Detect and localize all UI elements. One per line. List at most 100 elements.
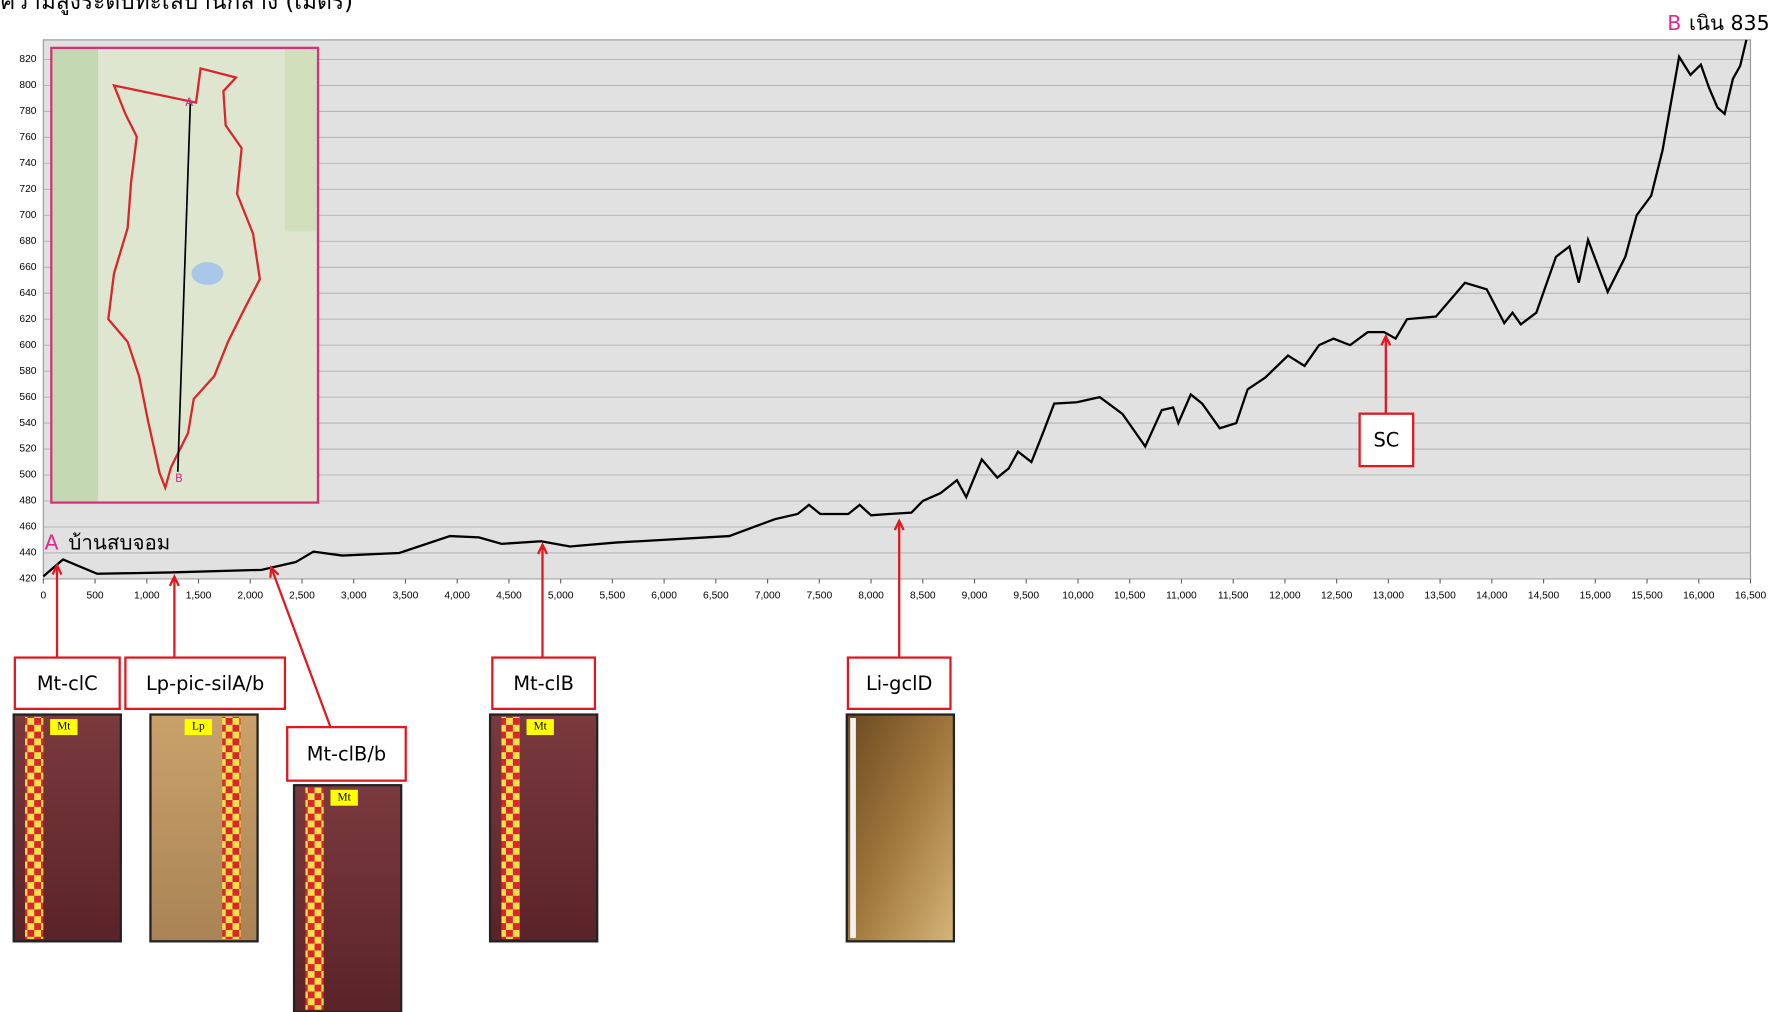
y-tick-label: 580 xyxy=(19,366,36,377)
photo-tag: Mt xyxy=(57,721,71,733)
photo-ruler xyxy=(25,716,44,940)
x-tick-label: 5,500 xyxy=(600,591,626,602)
soil-label-box xyxy=(13,656,121,710)
soil-label: Mt-clB/b xyxy=(307,743,386,766)
x-tick-label: 1,000 xyxy=(134,591,160,602)
photo-tag-bg xyxy=(526,719,554,736)
plot-area xyxy=(42,39,1752,580)
soil-label: SC xyxy=(1373,429,1399,452)
y-tick-label: 460 xyxy=(19,522,36,533)
y-tick-label: 420 xyxy=(19,574,36,585)
map-boundary xyxy=(107,66,262,492)
map-transect xyxy=(176,102,192,472)
x-tick-label: 2,500 xyxy=(289,591,315,602)
y-tick-label: 660 xyxy=(19,262,36,273)
x-tick-label: 14,000 xyxy=(1476,591,1508,602)
map-inset: A B xyxy=(50,46,320,504)
photo-tag-bg xyxy=(330,789,358,806)
y-tick-label: 560 xyxy=(19,392,36,403)
map-water xyxy=(191,262,224,285)
x-tick-label: 8,000 xyxy=(858,591,884,602)
x-tick-label: 15,000 xyxy=(1580,591,1612,602)
map-shade xyxy=(52,49,99,502)
x-tick-label: 15,500 xyxy=(1631,591,1663,602)
photo-tag-bg xyxy=(184,719,212,736)
photo-tag: Mt xyxy=(338,791,352,803)
elevation-line xyxy=(42,39,1748,578)
x-tick-label: 9,500 xyxy=(1013,591,1039,602)
x-tick-label: 16,500 xyxy=(1735,591,1767,602)
arrow-head xyxy=(51,562,63,575)
x-tick-label: 9,000 xyxy=(962,591,988,602)
x-tick-label: 0 xyxy=(40,591,46,602)
y-tick-label: 780 xyxy=(19,106,36,117)
arrow-head xyxy=(537,542,548,555)
y-tick-label: 760 xyxy=(19,132,36,143)
x-tick-label: 8,500 xyxy=(910,591,936,602)
plot xyxy=(42,39,1752,580)
point-b-label: B xyxy=(1667,11,1681,35)
y-tick-label: 640 xyxy=(19,288,36,299)
y-tick-label: 600 xyxy=(19,340,36,351)
y-tick-label: 740 xyxy=(19,158,36,169)
photo-ruler xyxy=(501,716,520,940)
x-tick-label: 3,500 xyxy=(393,591,419,602)
x-tick-label: 13,000 xyxy=(1373,591,1405,602)
y-tick-label: 800 xyxy=(19,80,36,91)
y-tick-label: 480 xyxy=(19,496,36,507)
x-tick-label: 6,000 xyxy=(651,591,677,602)
photo-ruler xyxy=(222,716,241,940)
photo-tag: Mt xyxy=(534,721,548,733)
soil-label: Mt-clB xyxy=(513,672,574,695)
x-tick-label: 6,500 xyxy=(703,591,729,602)
photo-tag-bg xyxy=(50,719,78,736)
x-tick-label: 14,500 xyxy=(1528,591,1560,602)
soil-label-box xyxy=(124,656,287,710)
x-tick-label: 7,000 xyxy=(755,591,781,602)
map-point-a: A xyxy=(185,95,193,109)
arrow-head xyxy=(269,565,280,578)
x-tick-label: 13,500 xyxy=(1424,591,1456,602)
soil-label-box xyxy=(1358,412,1415,468)
x-tick-label: 500 xyxy=(87,591,104,602)
point-a-label: A xyxy=(44,531,58,555)
arrow-head xyxy=(168,574,180,587)
x-tick-label: 4,000 xyxy=(444,591,470,602)
map-point-b: B xyxy=(175,471,183,485)
point-b-name: เนิน 835 xyxy=(1689,11,1770,35)
x-tick-label: 11,500 xyxy=(1218,591,1249,602)
point-a-name: บ้านสบจอม xyxy=(68,531,170,555)
x-tick-label: 12,500 xyxy=(1321,591,1353,602)
y-tick-label: 520 xyxy=(19,444,36,455)
map-shade xyxy=(284,49,317,232)
x-tick-label: 1,500 xyxy=(186,591,212,602)
x-tick-label: 5,000 xyxy=(548,591,574,602)
y-tick-label: 620 xyxy=(19,314,36,325)
photo-ruler xyxy=(850,717,856,938)
soil-photo xyxy=(149,713,259,943)
y-tick-label: 500 xyxy=(19,470,36,481)
soil-label: Lp-pic-silA/b xyxy=(146,672,264,695)
x-tick-label: 16,000 xyxy=(1683,591,1715,602)
y-tick-label: 440 xyxy=(19,548,36,559)
arrow-head xyxy=(893,518,905,531)
arrow-head xyxy=(1380,333,1392,346)
soil-label-box xyxy=(846,656,952,710)
soil-label: Mt-clC xyxy=(37,672,98,695)
x-tick-label: 2,000 xyxy=(237,591,263,602)
x-tick-label: 7,500 xyxy=(806,591,832,602)
x-tick-label: 3,000 xyxy=(341,591,367,602)
x-tick-label: 10,000 xyxy=(1062,591,1094,602)
y-tick-label: 540 xyxy=(19,418,36,429)
y-tick-label: 820 xyxy=(19,54,36,65)
x-tick-label: 4,500 xyxy=(496,591,522,602)
y-tick-label: 720 xyxy=(19,184,36,195)
soil-label: Li-gclD xyxy=(866,672,932,695)
photo-tag: Lp xyxy=(192,721,205,733)
chart-title: ความสูงระดับทะเลบ้านกลาง (เมตร) xyxy=(0,0,353,15)
x-tick-label: 10,500 xyxy=(1114,591,1146,602)
y-tick-label: 680 xyxy=(19,236,36,247)
x-tick-label: 12,000 xyxy=(1269,591,1301,602)
y-tick-label: 700 xyxy=(19,210,36,221)
